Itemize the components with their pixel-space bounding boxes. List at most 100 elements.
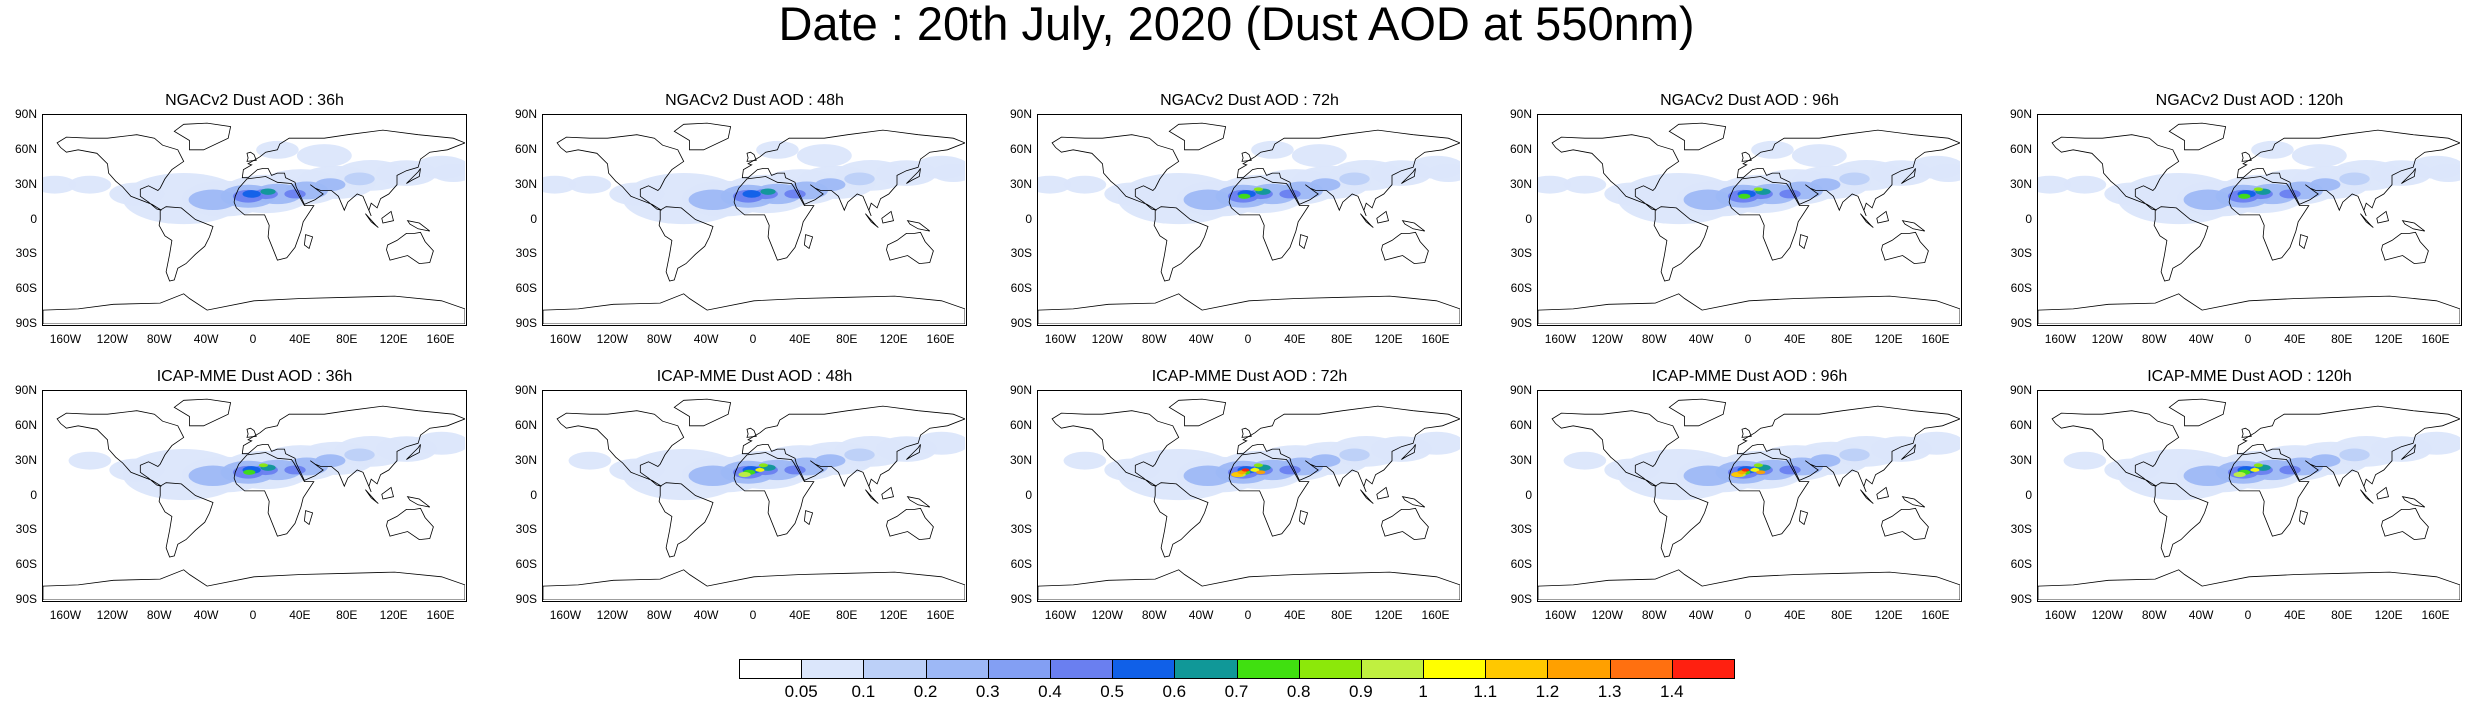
longitude-label: 120W — [2091, 608, 2123, 622]
dust-aod-area — [243, 469, 256, 475]
dust-aod-area — [1038, 175, 1072, 194]
coastline-new-guinea — [2401, 496, 2426, 508]
dust-aod-area — [1339, 448, 1370, 462]
dust-aod-area — [68, 451, 112, 470]
latitude-label: 60N — [14, 141, 37, 156]
coastline-africa — [1728, 452, 1810, 537]
coastline-antarctica — [1038, 569, 1460, 600]
coastline-greenland — [2168, 122, 2227, 151]
dust-aod-area — [1926, 164, 1960, 182]
dust-aod-area — [2279, 189, 2301, 199]
coastline-antarctica — [2038, 569, 2460, 600]
coastline-japan — [406, 168, 421, 184]
latitude-label: 90N — [2009, 107, 2032, 121]
latitude-label: 90N — [1009, 107, 1032, 121]
longitude-label: 120W — [96, 332, 128, 346]
dust-aod-area — [284, 465, 306, 475]
longitude-label: 40W — [1688, 332, 1714, 346]
latitude-label: 0 — [530, 487, 537, 502]
latitude-label: 60S — [2010, 281, 2032, 296]
dust-aod-area — [1279, 189, 1301, 199]
coastline-uk — [746, 427, 757, 438]
coastline-antarctica — [1538, 569, 1960, 600]
latitude-label: 90S — [15, 316, 37, 330]
dust-aod-area — [1753, 187, 1763, 192]
colorbar-label: 1.2 — [1535, 682, 1560, 701]
latitude-label: 90S — [515, 316, 537, 330]
coastline-indonesia-2 — [2376, 210, 2389, 224]
longitude-label: 120E — [379, 332, 408, 346]
coastline-south-america — [2153, 206, 2209, 282]
latitude-label: 90S — [1510, 316, 1532, 330]
longitude-label: 160E — [1921, 608, 1950, 622]
longitude-label: 80E — [1831, 332, 1853, 346]
coastline-uk — [1241, 151, 1252, 162]
latitude-label: 90N — [1509, 383, 1532, 397]
latitude-label: 30S — [1010, 246, 1032, 261]
longitude-label: 80E — [836, 608, 858, 622]
coastline-south-america — [2153, 482, 2209, 558]
longitude-label: 120W — [1091, 332, 1123, 346]
dust-aod-area — [2104, 182, 2160, 206]
coastline-indonesia-2 — [881, 486, 894, 500]
latitude-label: 90N — [1509, 107, 1532, 121]
coastline-indonesia-2 — [1376, 210, 1389, 224]
dust-aod-area — [1779, 189, 1801, 199]
coastline-antarctica — [1038, 293, 1460, 324]
latitude-label: 90N — [14, 383, 37, 397]
longitude-label: 0 — [1744, 608, 1752, 622]
coastline-indonesia-2 — [1876, 486, 1889, 500]
latitude-label: 30N — [1009, 452, 1032, 467]
colorbar-label: 0.5 — [1100, 682, 1124, 701]
dust-aod-area — [1753, 463, 1763, 468]
coastline-indonesia-1 — [2360, 489, 2374, 504]
coastline-australia — [1881, 507, 1929, 541]
dust-aod-area — [1250, 468, 1260, 472]
latitude-label: 90S — [2010, 592, 2032, 606]
longitude-label: 120E — [1874, 332, 1903, 346]
latitude-label: 60N — [514, 141, 537, 156]
longitude-label: 160W — [549, 608, 582, 622]
latitude-label: 60S — [1510, 281, 1532, 296]
coastline-madagascar — [1798, 234, 1809, 250]
dust-aod-area — [43, 175, 77, 194]
coastline-uk — [2241, 427, 2252, 438]
map-panel: NGACv2 Dust AOD : 36h 90N 60N 30N 0 30S 60S 90S… — [5, 91, 467, 345]
coastline-eurasia — [1736, 129, 1960, 217]
coastline-japan — [1901, 444, 1916, 460]
dust-aod-area — [344, 448, 375, 462]
latitude-label: 60N — [14, 417, 37, 432]
latitude-label: 0 — [30, 211, 37, 226]
dust-aod-area — [1738, 193, 1751, 199]
coastline-new-guinea — [2401, 220, 2426, 232]
latitude-label: 30S — [15, 246, 37, 261]
coastline-new-guinea — [1401, 220, 1426, 232]
latitude-label: 90N — [514, 107, 537, 121]
longitude-label: 40E — [2284, 608, 2306, 622]
dust-aod-area — [1809, 454, 1841, 468]
longitude-label: 40E — [1284, 608, 1306, 622]
longitude-label: 40E — [789, 332, 811, 346]
longitude-label: 160W — [49, 608, 82, 622]
longitude-label: 80W — [646, 608, 672, 622]
dust-aod-area — [844, 448, 875, 462]
map-frame — [2037, 390, 2462, 602]
dust-aod-area — [568, 175, 612, 194]
longitude-label: 120E — [2374, 332, 2403, 346]
coastline-indonesia-1 — [1360, 213, 1374, 228]
longitude-label: 160E — [926, 332, 955, 346]
dust-aod-area — [1309, 178, 1341, 192]
coastline-eurasia — [1236, 405, 1460, 493]
dust-aod-area — [1839, 172, 1870, 186]
dust-aod-area — [2063, 175, 2107, 194]
longitude-label: 160E — [1921, 332, 1950, 346]
colorbar-swatch — [1360, 659, 1425, 679]
coastline-australia — [1381, 231, 1429, 265]
coastline-australia — [1881, 231, 1929, 265]
longitude-label: 80W — [646, 332, 672, 346]
latitude-label: 60S — [2010, 557, 2032, 572]
longitude-label: 160E — [926, 608, 955, 622]
longitude-label: 80W — [1641, 332, 1667, 346]
dust-aod-area — [1909, 431, 1960, 455]
coastline-australia — [886, 507, 934, 541]
